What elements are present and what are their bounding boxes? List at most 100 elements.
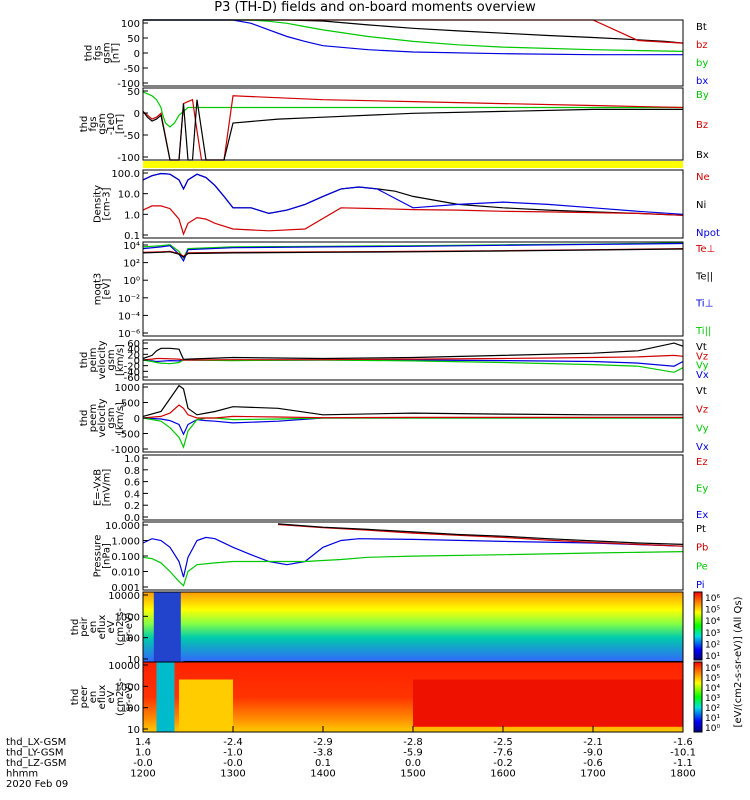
series-fgs-dsl-By: [142, 91, 683, 128]
series-pressure-Pb: [277, 523, 684, 547]
xrow-value: -1.6: [673, 737, 693, 748]
frame-fgs-dsl: [142, 87, 684, 161]
series-density-Ne: [142, 205, 684, 236]
ytick-label: 0: [134, 49, 140, 60]
spectrogram-band: [179, 679, 233, 732]
xrow-value: 1200: [130, 769, 155, 780]
xrow-value: 1600: [490, 769, 515, 780]
xrow-value: -2.8: [403, 737, 423, 748]
colorbar-tick: 10⁴: [705, 684, 720, 694]
xrow-value: -2.1: [583, 737, 603, 748]
ytick-label: 10²: [123, 259, 140, 270]
xrow-value: -7.6: [493, 748, 513, 759]
colorbar-tick: 10⁵: [705, 606, 720, 616]
legend-Vz: Vz: [696, 405, 708, 416]
spectrogram-hot: [413, 679, 683, 727]
legend-Te||: Te||: [695, 271, 713, 282]
ylabel-efield: E=-VxB[mV/m]: [93, 469, 113, 507]
ytick-label: 10⁻⁴: [118, 311, 140, 322]
colorbar-tick: 10⁶: [705, 664, 720, 674]
legend-Pt: Pt: [696, 524, 706, 535]
ytick-label: 0: [134, 356, 140, 367]
colorbar-strip: [693, 591, 703, 661]
colorbar-strip: [693, 661, 703, 733]
xrow-value: -0.0: [133, 758, 153, 769]
legend-bz: bz: [696, 40, 708, 51]
panel-peem: 1000 500 0 -500 -1000 thdpeemvelocitygsm[km/s…: [79, 383, 709, 456]
plot-area-fgs-dsl: [143, 88, 683, 160]
colorbar-tick: 10²: [705, 640, 720, 650]
ytick-label: 10⁻²: [118, 294, 140, 305]
ytick-label: 100.0: [111, 169, 140, 180]
ylabel-peim: thdpeimvelocitygsm[km/s]: [79, 340, 126, 379]
xrow-value: -0.0: [223, 758, 243, 769]
ytick-label: 10.0: [118, 190, 140, 201]
ytick-label: 10: [127, 655, 140, 666]
legend-Ex: Ex: [696, 510, 708, 521]
plot-area-efield: [143, 455, 683, 520]
colorbar-tick: 10²: [705, 704, 720, 714]
colorbar-tick: 10⁴: [705, 617, 720, 627]
frame-density: [142, 169, 684, 239]
ytick-label: 1000: [115, 612, 140, 623]
ytick-label: 50: [127, 34, 140, 45]
ytick-label: 10⁰: [123, 276, 140, 287]
panel-peir: 10000 1000 100 10 thdpeirenefluxeV(cm2-s-sr-…: [70, 591, 684, 666]
xrow-value: -10.1: [670, 748, 696, 759]
xrow-value: -9.0: [583, 748, 603, 759]
legend-Pb: Pb: [696, 543, 708, 554]
ytick-label: 1.000: [111, 537, 140, 548]
legend-Vz: Vz: [696, 351, 708, 362]
xrow-value: -1.1: [673, 758, 693, 769]
legend-By: By: [696, 90, 709, 101]
plot-area-fgs: [143, 20, 683, 86]
xrow-value: -2.4: [223, 737, 243, 748]
series-peim-Vz: [142, 354, 684, 361]
ytick-label: 0.6: [124, 478, 140, 489]
ytick-label: 10.000: [105, 521, 140, 532]
xrow-value: 1400: [310, 769, 335, 780]
legend-Te⊥: Te⊥: [695, 244, 715, 255]
ytick-label: 100: [121, 704, 140, 715]
xrow-value: -2.5: [493, 737, 513, 748]
legend-Ti||: Ti||: [695, 326, 711, 337]
legend-Vx: Vx: [696, 370, 709, 381]
xrow-label: hhmm: [6, 769, 38, 780]
ytick-label: 1000: [115, 682, 140, 693]
legend-Npot: Npot: [696, 228, 720, 239]
date-label: 2020 Feb 09: [6, 779, 68, 790]
ytick-label: -50: [124, 64, 140, 75]
series-pressure-Pi: [142, 536, 684, 578]
xrow-value: 1800: [670, 769, 695, 780]
ytick-label: -20: [124, 362, 140, 373]
ytick-label: 0.1: [124, 231, 140, 242]
xrow-value: 0.0: [405, 758, 421, 769]
ytick-label: 0.8: [124, 466, 140, 477]
colorbar-tick: 10³: [705, 694, 720, 704]
xrow-value: -5.9: [403, 748, 423, 759]
ytick-label: -50: [124, 131, 140, 142]
series-peim-Vt: [142, 342, 684, 361]
xrow-value: -2.9: [313, 737, 333, 748]
ytick-label: 1.0: [124, 210, 140, 221]
series-pressure-Pt: [277, 523, 684, 545]
colorbar-tick: 10⁵: [705, 674, 720, 684]
ytick-label: 1000: [115, 383, 140, 394]
ytick-label: 60: [127, 339, 140, 350]
ytick-label: 10⁴: [123, 241, 140, 252]
ylabel-fgs: thdfgsgsm[nT]: [84, 42, 122, 63]
plot-area-density: [143, 170, 683, 238]
ytick-label: 0.100: [111, 552, 140, 563]
series-fgs-dsl-Bz: [142, 95, 684, 161]
ytick-label: 0.001: [111, 583, 140, 594]
ytick-label: 0.010: [111, 568, 140, 579]
ytick-label: 50: [127, 87, 140, 98]
ytick-label: 100: [121, 634, 140, 645]
series-moqt3-Ti⊥: [142, 242, 684, 263]
spectrogram-peir: [143, 592, 683, 662]
series-peem-Vt: [142, 384, 683, 417]
ytick-label: 0.4: [124, 489, 140, 500]
spectrogram-lowflux: [183, 660, 683, 662]
ytick-label: 10: [127, 725, 140, 736]
